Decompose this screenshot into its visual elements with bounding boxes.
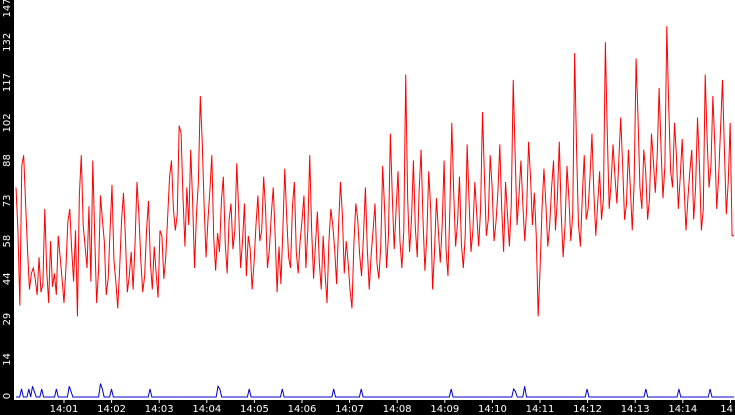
y-tick-label: 102 — [2, 113, 13, 132]
x-axis-ticks: 14:01 14:02 14:03 14:04 14:05 14:06 14:07 14:08… — [50, 400, 733, 415]
plot-background — [14, 0, 735, 400]
x-tick-label: 14:11 — [526, 404, 555, 415]
x-tick-label: 14:12 — [573, 404, 602, 415]
x-tick-label: 14:06 — [288, 404, 317, 415]
x-tick-label: 14:05 — [240, 404, 269, 415]
x-tick-label: 14:01 — [50, 404, 79, 415]
y-tick-label: 132 — [2, 33, 13, 52]
x-tick-label: 14:07 — [335, 404, 364, 415]
y-tick-label: 117 — [2, 73, 13, 92]
x-axis-band — [0, 400, 735, 415]
x-tick-label: 14:04 — [192, 404, 221, 415]
series-layer — [15, 26, 734, 398]
x-tick-label: 14:08 — [383, 404, 412, 415]
x-tick-label: 14:09 — [430, 404, 459, 415]
y-axis-ticks: 0 14 29 44 58 73 88 102 117 132 147 — [2, 0, 13, 399]
series-line-2 — [16, 383, 734, 398]
x-tick-label: 14:13 — [621, 404, 650, 415]
x-tick-label: 14:02 — [97, 404, 126, 415]
y-tick-label: 14 — [2, 353, 13, 366]
y-tick-label: 0 — [2, 393, 13, 399]
x-tick-label: 14 — [720, 404, 733, 415]
y-tick-label: 29 — [2, 313, 13, 326]
y-tick-label: 58 — [2, 235, 13, 248]
y-tick-label: 88 — [2, 154, 13, 167]
y-tick-label: 44 — [2, 272, 13, 285]
x-tick-label: 14:03 — [145, 404, 174, 415]
y-axis-band — [0, 0, 14, 415]
series-line-1 — [15, 26, 734, 317]
y-tick-label: 147 — [2, 0, 13, 18]
x-tick-label: 14:10 — [478, 404, 507, 415]
x-tick-label: 14:14 — [668, 404, 697, 415]
y-tick-label: 73 — [2, 194, 13, 207]
